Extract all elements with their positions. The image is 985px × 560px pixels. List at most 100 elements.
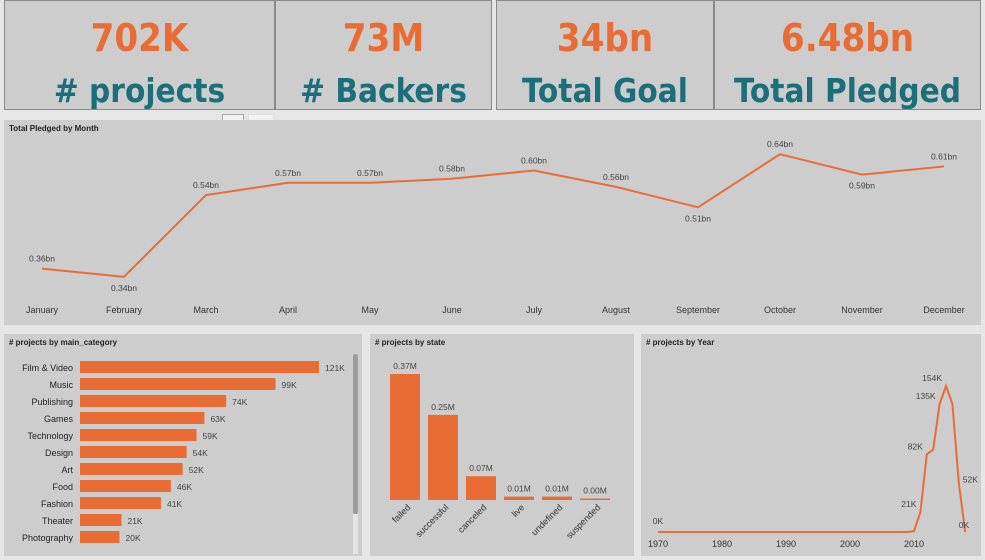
data-label: 99K [282, 380, 297, 390]
data-label: 0.54bn [193, 180, 219, 190]
data-label: 0.37M [393, 361, 417, 371]
kpi-label: Total Goal [522, 71, 688, 110]
data-label: 21K [127, 516, 142, 526]
category-label: Photography [22, 533, 74, 543]
data-label: 21K [901, 499, 916, 509]
x-tick-label: October [764, 305, 796, 315]
x-tick-label: September [676, 305, 720, 315]
x-tick-label: successful [414, 502, 451, 539]
state-bar [466, 476, 496, 500]
x-tick-label: April [279, 305, 297, 315]
category-label: Food [52, 482, 73, 492]
state-bar [390, 374, 420, 500]
data-label: 20K [126, 533, 141, 543]
data-label: 0.56bn [603, 172, 629, 182]
data-label: 46K [177, 482, 192, 492]
chart-projects-by-state[interactable]: # projects by state 0.37M failed 0.25M succ… [370, 334, 634, 556]
data-label: 0.60bn [521, 156, 547, 166]
x-tick-label: canceled [456, 502, 489, 535]
x-tick-label: August [602, 305, 631, 315]
category-bar [80, 531, 120, 543]
category-label: Publishing [31, 397, 73, 407]
year-line-chart: 0K 21K 82K 135K 154K 52K 0K 1970 1980 1990 2000 201… [648, 373, 978, 549]
x-tick-label: 2000 [840, 539, 860, 549]
x-tick-label: 1970 [648, 539, 668, 549]
kpi-value: 702K [90, 16, 189, 60]
data-label: 41K [167, 499, 182, 509]
data-label: 52K [189, 465, 204, 475]
chart-title: # projects by main_category [9, 338, 118, 347]
pledged-line [41, 153, 945, 278]
category-bar [80, 497, 161, 509]
category-bar [80, 429, 197, 441]
data-label: 121K [325, 363, 345, 373]
category-bar-chart: Film & Video 121K Music 99K Publishing 74K Gam… [22, 361, 345, 543]
kpi-label: # Backers [300, 71, 467, 110]
state-bar [542, 496, 572, 500]
chart-projects-by-year[interactable]: # projects by Year 0K 21K 82K 135K 154K 52K 0K… [641, 334, 981, 556]
category-bar [80, 514, 122, 526]
category-label: Film & Video [22, 363, 73, 373]
data-label: 0.58bn [439, 164, 465, 174]
projects-line [658, 383, 967, 533]
x-tick-label: failed [390, 502, 412, 524]
category-bar [80, 446, 187, 458]
data-label: 0K [653, 516, 664, 526]
data-label: 0.57bn [275, 168, 301, 178]
data-label: 0.01M [545, 484, 569, 494]
chart-title: Total Pledged by Month [9, 124, 99, 133]
category-bar [80, 378, 276, 390]
x-tick-label: June [442, 305, 462, 315]
data-label: 0K [959, 520, 970, 530]
category-bar [80, 480, 171, 492]
data-label: 54K [193, 448, 208, 458]
data-label: 59K [203, 431, 218, 441]
category-bar [80, 361, 319, 373]
kpi-value: 6.48bn [780, 16, 915, 60]
kpi-card-projects[interactable]: 702K # projects [4, 0, 275, 110]
category-label: Art [61, 465, 73, 475]
data-label: 82K [908, 441, 923, 451]
data-label: 0.01M [507, 484, 531, 494]
category-label: Music [49, 380, 73, 390]
data-label: 0.36bn [29, 254, 55, 264]
kpi-label: # projects [53, 71, 226, 110]
x-tick-label: live [510, 502, 527, 519]
x-tick-label: November [841, 305, 883, 315]
x-tick-label: February [106, 305, 143, 315]
category-label: Games [44, 414, 74, 424]
chart-title: # projects by Year [646, 338, 715, 347]
data-label: 135K [916, 391, 936, 401]
state-bar [428, 414, 458, 500]
data-label: 0.64bn [767, 139, 793, 149]
chart-projects-by-category[interactable]: # projects by main_category Film & Video… [4, 334, 362, 556]
kpi-label: Total Pledged [734, 71, 961, 110]
x-tick-label: 2010 [904, 539, 924, 549]
x-tick-label: December [923, 305, 965, 315]
category-label: Fashion [41, 499, 73, 509]
scrollbar-thumb[interactable] [353, 354, 358, 514]
kpi-value: 73M [342, 16, 425, 60]
category-label: Design [45, 448, 73, 458]
data-label: 0.25M [431, 402, 455, 412]
kpi-card-total-pledged[interactable]: 6.48bn Total Pledged [714, 0, 981, 110]
x-tick-label: March [193, 305, 218, 315]
data-label: 52K [963, 475, 978, 485]
category-bar [80, 463, 183, 475]
data-label: 154K [922, 373, 942, 383]
data-label: 0.51bn [685, 213, 711, 223]
x-tick-label: 1990 [776, 539, 796, 549]
data-label: 0.61bn [931, 151, 957, 161]
chart-title: # projects by state [375, 338, 446, 347]
kpi-card-backers[interactable]: 73M # Backers [275, 0, 492, 110]
data-label: 63K [210, 414, 225, 424]
x-tick-label: January [26, 305, 59, 315]
x-tick-label: May [361, 305, 379, 315]
state-bar-chart: 0.37M failed 0.25M successful 0.07M canceled 0… [390, 361, 610, 541]
x-tick-label: undefined [529, 502, 564, 537]
kpi-card-total-goal[interactable]: 34bn Total Goal [496, 0, 714, 110]
chart-pledged-by-month[interactable]: Total Pledged by Month 0.36bn January 0.34… [4, 120, 981, 325]
data-label: 0.07M [469, 463, 493, 473]
x-tick-label: 1980 [712, 539, 732, 549]
state-bar [504, 496, 534, 500]
